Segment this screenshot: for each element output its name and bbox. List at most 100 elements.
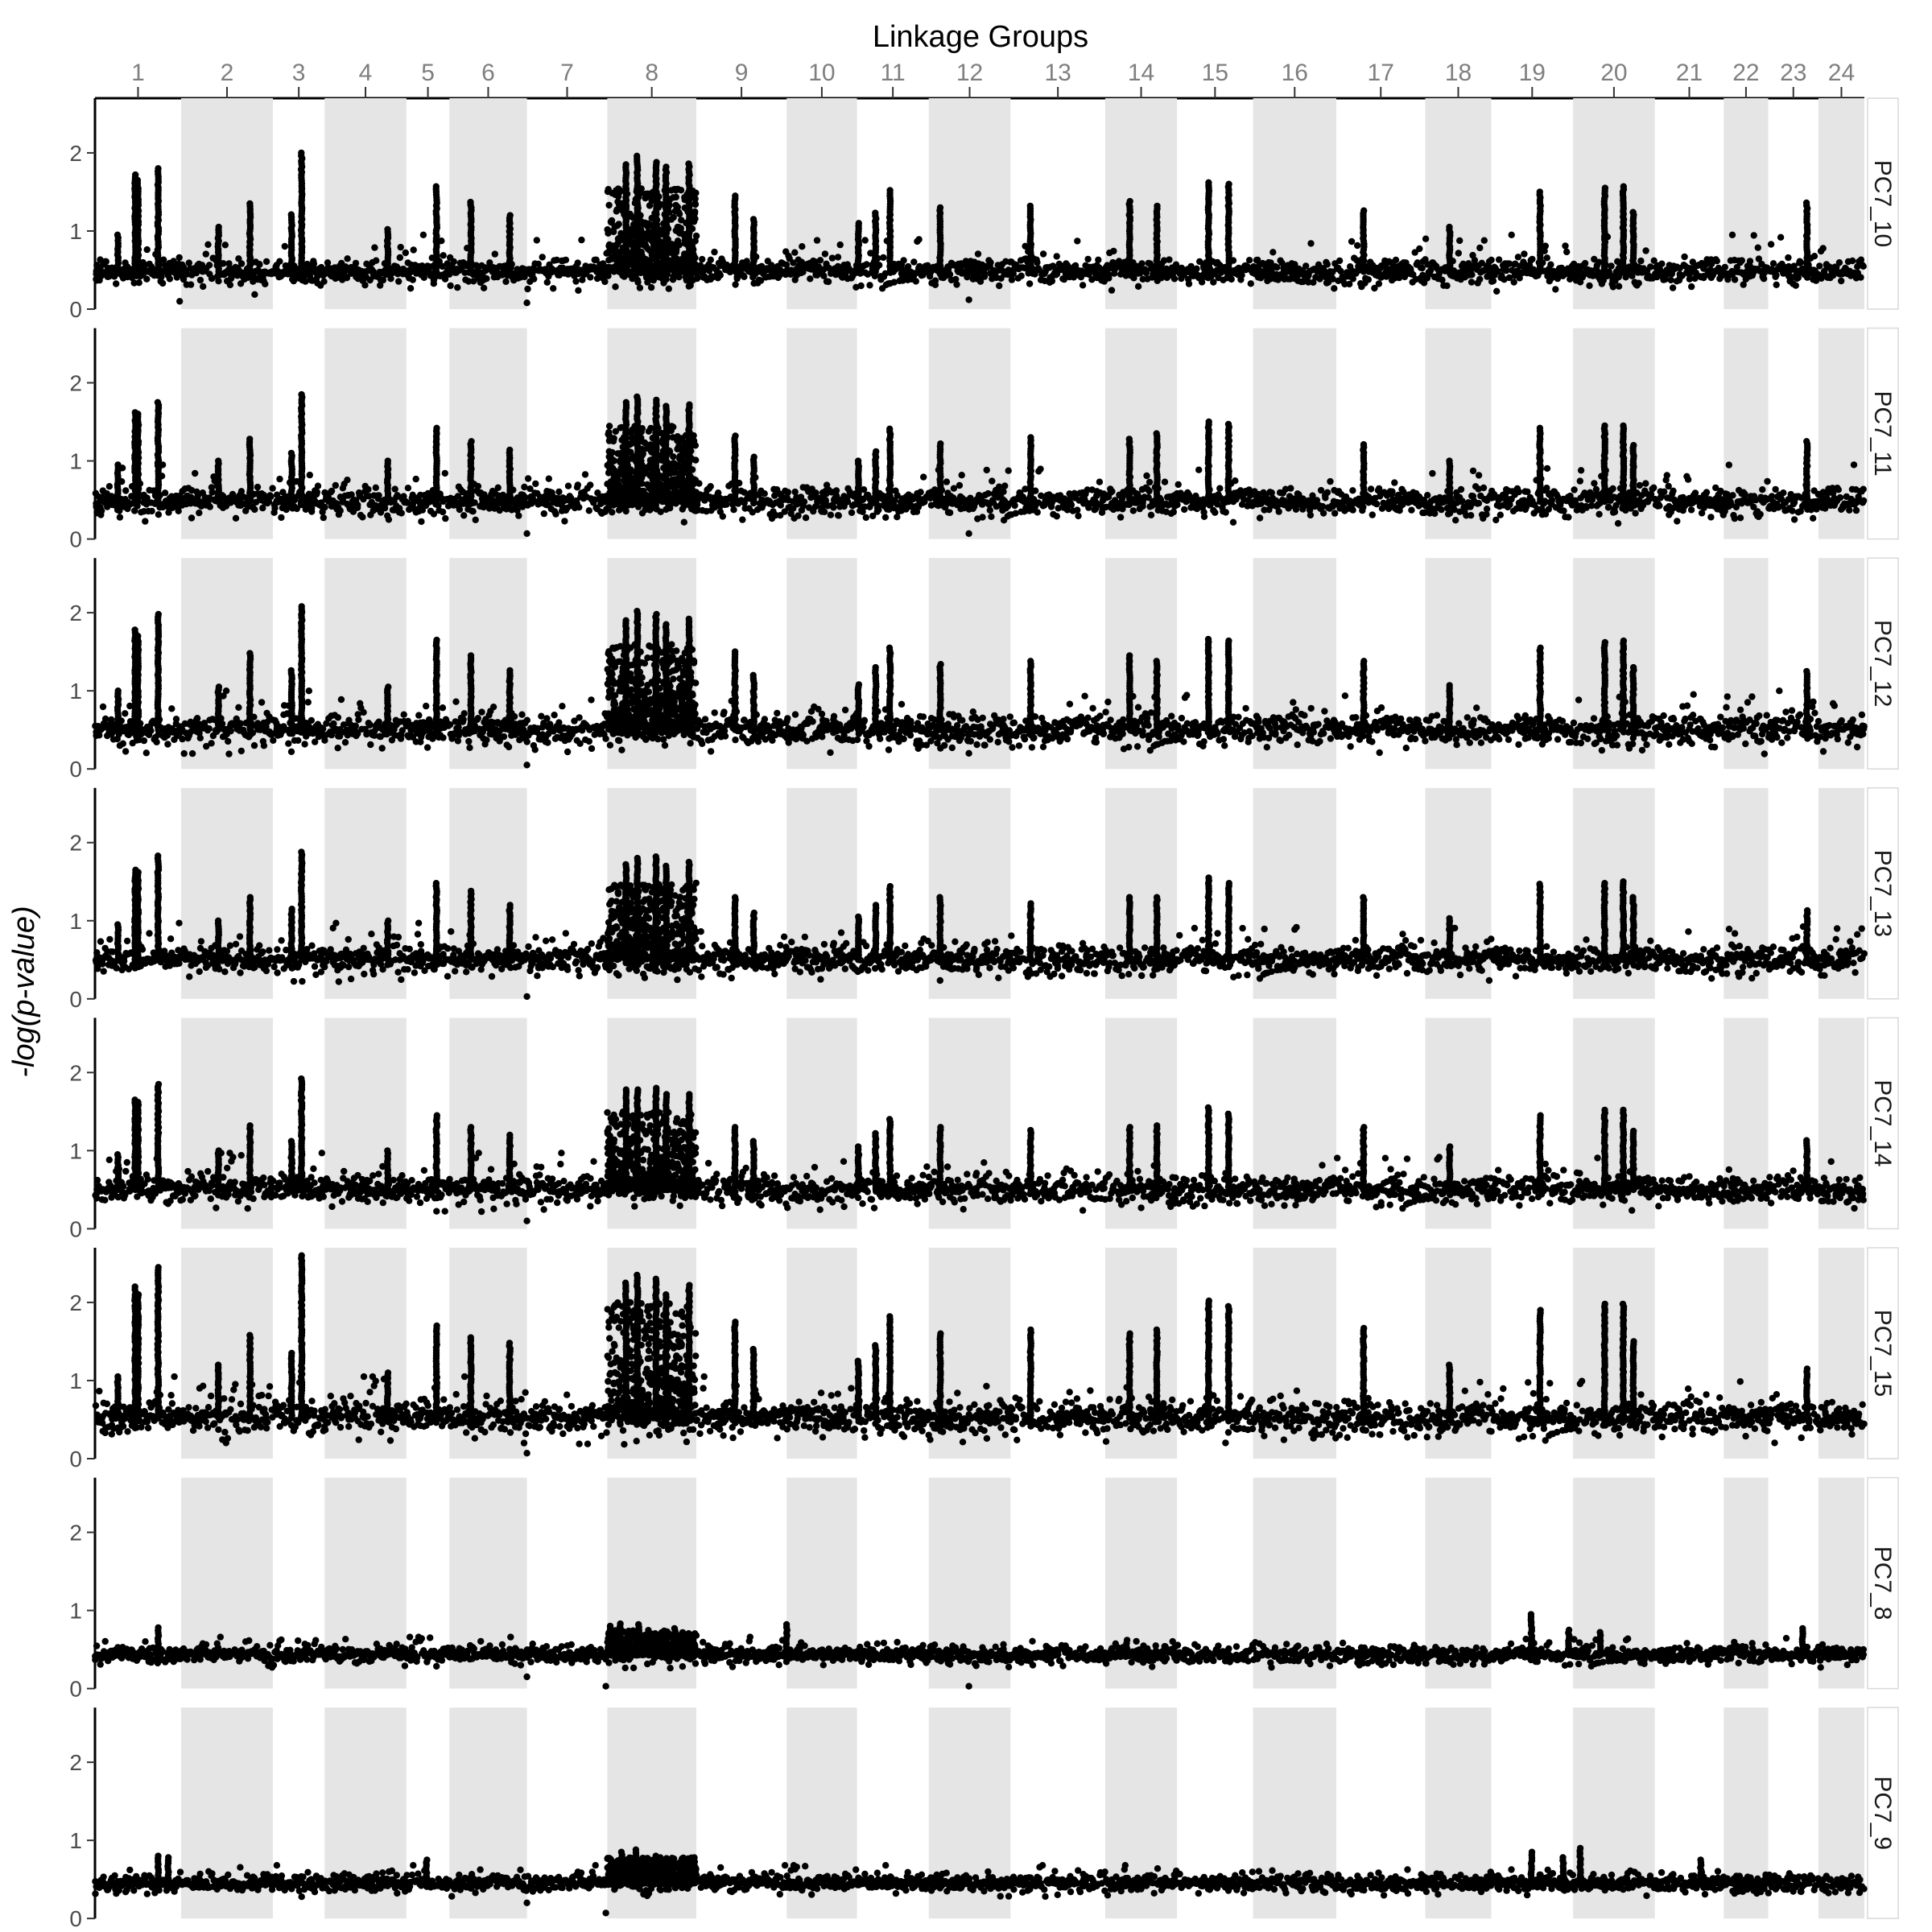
data-point xyxy=(866,282,873,289)
data-point xyxy=(1229,518,1237,526)
data-point xyxy=(397,243,404,251)
data-point xyxy=(597,263,604,270)
data-point xyxy=(553,256,560,264)
data-point xyxy=(1546,270,1554,277)
data-point xyxy=(834,254,842,261)
data-point xyxy=(996,282,1003,290)
data-point xyxy=(1331,285,1338,292)
data-point xyxy=(862,514,870,522)
data-point xyxy=(220,260,227,267)
data-point xyxy=(1110,270,1118,277)
data-point xyxy=(1093,274,1101,282)
data-point xyxy=(605,201,613,209)
data-point xyxy=(1581,270,1588,278)
data-point xyxy=(1688,283,1695,291)
data-point xyxy=(1620,183,1628,190)
data-point xyxy=(1417,264,1425,271)
data-point xyxy=(1853,273,1860,280)
data-point xyxy=(622,161,630,168)
data-point xyxy=(680,518,687,526)
data-point xyxy=(968,270,976,277)
data-point xyxy=(200,283,207,291)
data-point xyxy=(262,258,270,266)
data-point xyxy=(135,279,142,287)
data-point xyxy=(1672,264,1680,272)
data-point xyxy=(1572,277,1580,284)
data-point xyxy=(1063,269,1070,276)
data-point xyxy=(1713,258,1720,265)
data-point xyxy=(1476,244,1484,252)
data-point xyxy=(1797,258,1805,266)
data-point xyxy=(811,262,819,270)
y-tick-label: 1 xyxy=(69,219,82,244)
data-point xyxy=(1514,270,1521,277)
data-point xyxy=(1247,280,1255,287)
data-point xyxy=(1170,275,1179,283)
data-point xyxy=(1777,233,1785,241)
data-point xyxy=(581,471,589,478)
data-point xyxy=(1629,208,1637,216)
data-point xyxy=(1659,270,1666,277)
data-point xyxy=(824,278,832,286)
data-point xyxy=(202,250,209,258)
data-point xyxy=(310,264,317,271)
data-point xyxy=(953,281,960,288)
data-point xyxy=(432,183,440,190)
data-point xyxy=(791,249,799,256)
data-point xyxy=(605,242,613,250)
data-point xyxy=(357,273,365,281)
data-point xyxy=(130,279,138,287)
data-point xyxy=(1609,283,1617,291)
data-point xyxy=(1060,275,1068,283)
data-point xyxy=(373,257,380,264)
data-point xyxy=(855,220,863,227)
y-tick-label: 2 xyxy=(69,371,82,396)
data-point xyxy=(225,260,233,267)
data-point xyxy=(920,473,927,481)
data-point xyxy=(1288,269,1296,276)
data-point xyxy=(97,266,104,273)
y-tick-label: 1 xyxy=(69,449,82,474)
data-point xyxy=(344,255,351,262)
data-point xyxy=(1307,240,1315,247)
data-point xyxy=(155,165,162,172)
data-point xyxy=(113,280,120,287)
data-point xyxy=(1219,266,1227,273)
data-point xyxy=(579,276,586,283)
x-tick-label: 6 xyxy=(481,60,495,86)
y-tick-label: 0 xyxy=(69,297,82,322)
data-point xyxy=(467,198,474,206)
x-tick-label: 9 xyxy=(735,60,749,86)
x-tick-label: 21 xyxy=(1676,60,1703,86)
data-point xyxy=(912,278,920,285)
data-point xyxy=(703,263,710,271)
data-point xyxy=(256,261,263,268)
data-point xyxy=(1079,282,1087,289)
data-point xyxy=(587,274,594,281)
data-point xyxy=(1104,268,1111,276)
data-point xyxy=(1514,254,1522,261)
x-axis-title: Linkage Groups xyxy=(873,20,1088,54)
data-point xyxy=(634,152,641,159)
data-point xyxy=(828,254,836,262)
data-point xyxy=(148,263,155,270)
data-point xyxy=(813,237,821,244)
data-point xyxy=(1667,276,1674,284)
data-point xyxy=(613,222,621,229)
data-point xyxy=(235,255,242,262)
data-point xyxy=(1802,199,1810,207)
data-point xyxy=(1071,262,1080,270)
data-point xyxy=(272,263,279,270)
data-point xyxy=(692,189,700,196)
data-point xyxy=(524,475,532,482)
data-point xyxy=(983,466,990,474)
data-point xyxy=(642,190,650,198)
data-point xyxy=(660,279,667,287)
data-point xyxy=(836,270,844,277)
data-point xyxy=(1075,512,1082,520)
data-point xyxy=(1075,270,1083,277)
data-point xyxy=(609,189,616,197)
data-point xyxy=(494,484,502,491)
